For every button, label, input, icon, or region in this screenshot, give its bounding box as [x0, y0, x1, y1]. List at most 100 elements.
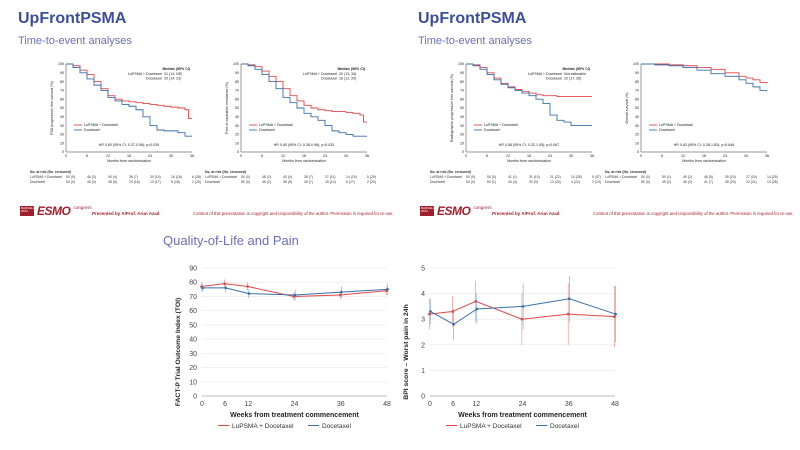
y-tick-label: 30 [189, 351, 197, 358]
at-risk-count: 39 (10) [725, 175, 736, 179]
median-label: LuPSMA + Docetaxel [303, 72, 337, 76]
y-tick-label: 10 [189, 379, 197, 386]
x-tick-label: 24 [323, 154, 327, 158]
data-point [452, 323, 456, 326]
at-risk-row: Docetaxel 50 (0) 45 (2) 35 (8) 26 (7) 15 (14)… [205, 180, 388, 185]
y-tick-label: 2 [421, 342, 425, 349]
y-tick-label: 20 [235, 133, 239, 137]
y-tick-label: 80 [235, 80, 239, 84]
at-risk-row: LuPSMA + Docetaxel 50 (0) 46 (2) 40 (4) 36 (… [30, 175, 213, 180]
median-value: 20 (14, 23) [164, 77, 181, 81]
hazard-ratio: HR 0.60 (95% CI: 0.38-0.96); p=0.033 [274, 143, 335, 147]
at-risk-count: 50 (0) [66, 180, 75, 184]
x-tick-label: 6 [86, 154, 88, 158]
series-line-docetaxel [202, 287, 388, 296]
at-risk-count: 49 (2) [662, 180, 671, 184]
legend-label: LuPSMA + Docetaxel [84, 123, 118, 127]
copyright-notice: Content of this presentation is copyrigh… [193, 211, 394, 216]
legend-label: Docetaxel [322, 423, 351, 430]
y-tick-label: 10 [60, 141, 64, 145]
esmo-logo: BARCELONA 2024 ESMO congress [20, 204, 92, 218]
km-curve-lupsma [466, 63, 592, 98]
y-tick-label: 30 [635, 124, 639, 128]
y-tick-label: 50 [635, 106, 639, 110]
y-tick-label: 4 [421, 291, 425, 298]
y-tick-label: 80 [189, 280, 197, 287]
x-tick-label: 12 [244, 401, 252, 408]
data-point [246, 285, 249, 288]
legend-label: LuPSMA + Docetaxel [232, 423, 294, 430]
legend-label: Docetaxel [84, 128, 100, 132]
x-tick-label: 0 [465, 154, 467, 158]
at-risk-row-label: Docetaxel [605, 180, 621, 184]
at-risk-row: Docetaxel 50 (0) 49 (2) 46 (3) 41 (7) 38 (23)… [605, 180, 788, 185]
at-risk-header: No. at risk (No. censored) [430, 170, 472, 174]
x-tick-label: 6 [486, 154, 488, 158]
y-axis-label: BPI score – Worst pain in 24h [403, 304, 410, 399]
y-tick-label: 60 [235, 97, 239, 101]
at-risk-count: 15 (14) [325, 180, 336, 184]
x-tick-label: 18 [527, 154, 531, 158]
x-tick-label: 24 [723, 154, 727, 158]
km-curve-docetaxel [641, 63, 767, 91]
at-risk-count: 13 (17) [150, 180, 161, 184]
at-risk-count: 46 (5) [704, 175, 713, 179]
at-risk-table-castration: No. at risk (No. censored) LuPSMA + Docet… [205, 170, 388, 185]
median-label: Docetaxel [546, 77, 562, 81]
x-tick-label: 12 [472, 401, 480, 408]
y-tick-label: 60 [189, 308, 197, 315]
at-risk-count: 50 (1) [487, 180, 496, 184]
at-risk-count: 40 (4) [508, 180, 517, 184]
at-risk-count: 41 (1) [508, 175, 517, 179]
x-axis-label: Months from randomisation [107, 159, 151, 163]
at-risk-count: 2 (24) [592, 180, 601, 184]
brand-title: UpFrontPSMA [418, 10, 527, 27]
at-risk-row: Docetaxel 50 (0) 50 (1) 40 (4) 33 (9) 13 (20)… [430, 180, 613, 185]
at-risk-header: No. at risk (No. censored) [605, 170, 647, 174]
x-tick-label: 24 [548, 154, 552, 158]
at-risk-count: 6 (17) [346, 180, 355, 184]
y-tick-label: 90 [460, 71, 464, 75]
at-risk-header: No. at risk (No. censored) [205, 170, 247, 174]
at-risk-count: 16 (18) [171, 175, 182, 179]
logo-esmo-text: ESMO [437, 204, 471, 218]
at-risk-count: 45 (2) [262, 180, 271, 184]
y-tick-label: 40 [635, 115, 639, 119]
y-tick-label: 50 [460, 106, 464, 110]
median-value: 22 (17, 26) [564, 77, 581, 81]
km-chart-overall-survival: 0 10 20 30 40 50 60 70 80 90 100 0 6 12 18 24 30 36 Overal… [625, 62, 769, 163]
y-tick-label: 70 [60, 89, 64, 93]
at-risk-count: 14 (19) [346, 175, 357, 179]
logo-congress-text: congress [73, 204, 92, 210]
at-risk-count: 41 (7) [704, 180, 713, 184]
x-tick-label: 6 [661, 154, 663, 158]
copyright-notice: Content of this presentation is copyrigh… [593, 211, 794, 216]
data-point [201, 286, 204, 290]
y-tick-label: 0 [193, 394, 197, 401]
data-point [474, 299, 477, 303]
legend-label: LuPSMA + Docetaxel [259, 123, 293, 127]
y-tick-label: 20 [60, 133, 64, 137]
median-label: LuPSMA + Docetaxel [128, 72, 162, 76]
qol-title: Quality-of-Life and Pain [163, 233, 299, 248]
at-risk-count: 50 (0) [487, 175, 496, 179]
at-risk-row-label: LuPSMA + Docetaxel [430, 175, 463, 179]
median-header: Median (95% CI) [162, 67, 190, 71]
logo-box: BARCELONA 2024 [20, 206, 40, 216]
x-tick-label: 12 [281, 154, 285, 158]
x-axis-label: Months from randomisation [282, 159, 326, 163]
y-tick-label: 10 [235, 141, 239, 145]
y-tick-label: 0 [62, 150, 64, 154]
x-tick-label: 0 [240, 154, 242, 158]
x-tick-label: 36 [590, 154, 594, 158]
legend-label: Docetaxel [550, 423, 579, 430]
y-tick-label: 30 [235, 124, 239, 128]
x-tick-label: 24 [519, 401, 527, 408]
x-tick-label: 30 [569, 154, 573, 158]
at-risk-count: 35 (8) [283, 180, 292, 184]
at-risk-count: 27 (11) [325, 175, 336, 179]
at-risk-table-radiographic: No. at risk (No. censored) LuPSMA + Docet… [430, 170, 613, 185]
data-point [429, 310, 432, 313]
km-curve-lupsma [641, 63, 768, 84]
at-risk-count: 27 (20) [746, 175, 757, 179]
